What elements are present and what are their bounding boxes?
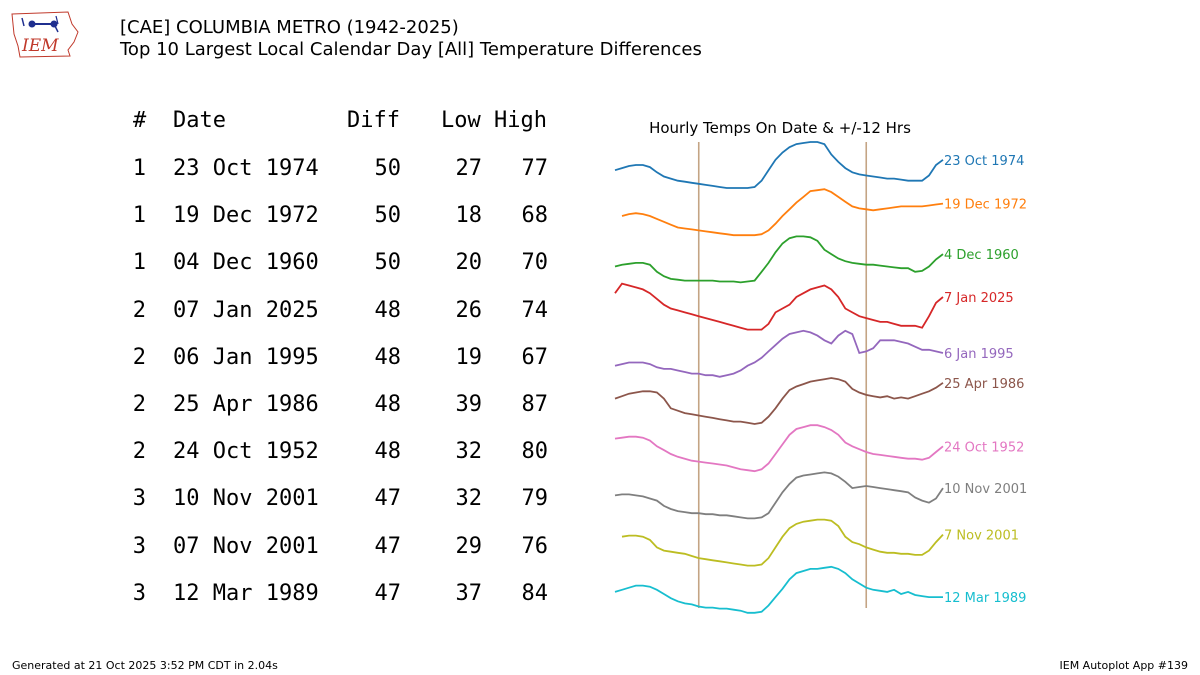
series-label: 10 Nov 2001	[944, 482, 1027, 497]
series-label: 4 Dec 1960	[944, 248, 1019, 263]
ranking-table: # Date Diff Low High 1 23 Oct 1974 50 27 77 1…	[0, 0, 600, 640]
row-diff: 48	[374, 297, 402, 323]
row-low: 27	[455, 156, 483, 181]
row-diff: 47	[374, 533, 402, 559]
hourly-temps-chart: Hourly Temps On Date & +/-12 Hrs 23 Oct …	[614, 119, 1027, 614]
series-label: 6 Jan 1995	[944, 347, 1014, 362]
row-low: 37	[455, 580, 483, 606]
series-label: 7 Nov 2001	[944, 529, 1019, 544]
row-diff: 50	[374, 156, 402, 181]
series-line	[614, 329, 944, 378]
row-date: 07 Jan 2025	[173, 297, 319, 323]
app-label: IEM Autoplot App #139	[1059, 659, 1189, 672]
row-date: 07 Nov 2001	[173, 533, 319, 559]
row-rank: 2	[132, 439, 146, 465]
series-line	[614, 471, 944, 520]
chart-title: Hourly Temps On Date & +/-12 Hrs	[649, 119, 911, 137]
series-label: 19 Dec 1972	[944, 198, 1027, 213]
row-diff: 47	[374, 580, 402, 606]
iem-logo: IEM	[11, 11, 79, 58]
series-label: 12 Mar 1989	[944, 591, 1026, 606]
row-low: 29	[455, 533, 483, 559]
row-rank: 2	[132, 297, 146, 323]
row-high: 77	[521, 156, 549, 181]
series-line	[614, 141, 944, 189]
title-line-2: Top 10 Largest Local Calendar Day [All] …	[120, 39, 702, 60]
series-line	[621, 518, 944, 567]
series-line	[614, 235, 944, 284]
title-line-1: [CAE] COLUMBIA METRO (1942-2025)	[120, 17, 459, 38]
row-date: 12 Mar 1989	[173, 580, 319, 606]
row-date: 10 Nov 2001	[173, 486, 319, 512]
header-high: High	[494, 108, 547, 133]
row-high: 68	[521, 203, 549, 229]
row-high: 70	[521, 250, 549, 276]
row-date: 19 Dec 1972	[173, 203, 319, 229]
series-line	[614, 565, 943, 614]
series-line	[614, 282, 944, 331]
generated-timestamp: Generated at 21 Oct 2025 3:52 PM CDT in …	[12, 659, 278, 672]
row-rank: 3	[132, 533, 146, 559]
row-low: 39	[455, 392, 483, 417]
row-high: 84	[521, 580, 549, 606]
series-label: 24 Oct 1952	[944, 440, 1024, 455]
row-low: 18	[455, 203, 483, 229]
row-date: 25 Apr 1986	[173, 392, 319, 417]
row-rank: 2	[132, 392, 146, 417]
row-low: 20	[455, 250, 483, 276]
header-date: Date	[173, 108, 226, 133]
row-diff: 48	[374, 439, 402, 465]
row-rank: 2	[132, 344, 146, 370]
header-rank: #	[133, 108, 147, 133]
weather-station-icon	[21, 15, 59, 33]
row-rank: 1	[132, 203, 146, 229]
series-line	[621, 188, 944, 237]
row-diff: 50	[374, 250, 402, 276]
iowa-outline-icon	[11, 11, 79, 58]
row-date: 24 Oct 1952	[173, 439, 319, 465]
row-low: 32	[455, 439, 483, 465]
series-label: 25 Apr 1986	[944, 377, 1024, 392]
series-line	[614, 377, 944, 425]
row-high: 87	[521, 392, 549, 417]
row-low: 26	[455, 297, 483, 323]
row-rank: 1	[132, 156, 146, 181]
row-date: 04 Dec 1960	[173, 250, 319, 276]
page-title: [CAE] COLUMBIA METRO (1942-2025) Top 10 …	[120, 17, 702, 61]
row-rank: 1	[132, 250, 146, 276]
row-diff: 47	[374, 486, 402, 512]
row-high: 76	[521, 533, 549, 559]
row-rank: 3	[132, 580, 146, 606]
row-high: 67	[521, 344, 549, 370]
row-date: 23 Oct 1974	[173, 156, 319, 181]
row-diff: 48	[374, 392, 402, 417]
row-high: 80	[521, 439, 549, 465]
iem-logo-text: IEM	[21, 36, 59, 56]
row-high: 74	[521, 297, 549, 323]
header-diff: Diff	[347, 108, 400, 133]
row-low: 32	[455, 486, 483, 512]
row-date: 06 Jan 1995	[173, 344, 319, 370]
header-low: Low	[441, 108, 481, 133]
row-diff: 48	[374, 344, 402, 370]
series-line	[614, 424, 944, 473]
series-label: 7 Jan 2025	[944, 291, 1014, 306]
row-low: 19	[455, 344, 483, 370]
row-high: 79	[521, 486, 549, 512]
row-diff: 50	[374, 203, 402, 229]
series-label: 23 Oct 1974	[944, 154, 1024, 169]
row-rank: 3	[132, 486, 146, 512]
